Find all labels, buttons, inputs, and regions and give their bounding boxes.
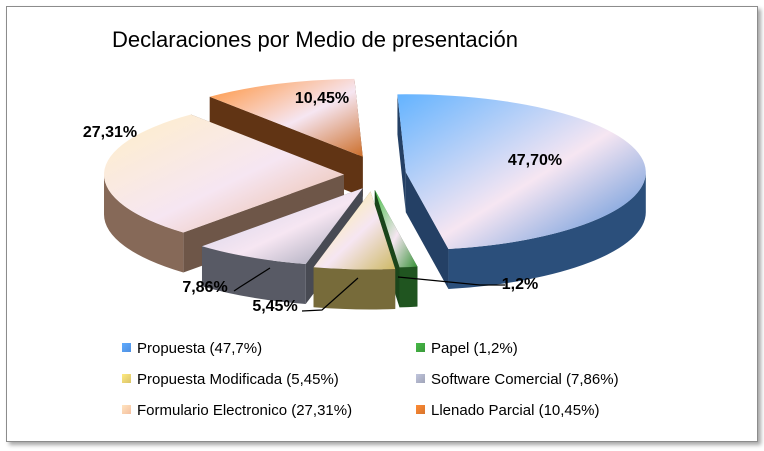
leader-line [233,267,271,292]
legend-swatch [122,405,131,414]
data-label: 7,86% [182,279,227,296]
data-label: 47,70% [508,152,562,169]
legend-label: Llenado Parcial (10,45%) [431,402,600,419]
legend-swatch [122,343,131,352]
leader-line [397,276,505,286]
legend-item: Software Comercial (7,86%) [416,371,619,388]
legend-label: Propuesta (47,7%) [137,340,263,357]
legend-label: Propuesta Modificada (5,45%) [137,371,339,388]
legend-label: Papel (1,2%) [431,340,518,357]
legend-item: Propuesta (47,7%) [122,340,262,357]
data-label: 1,2% [502,276,538,293]
pie-slice [397,94,646,290]
data-label: 5,45% [252,298,297,315]
chart-title: Declaraciones por Medio de presentación [112,27,519,52]
legend-swatch [416,343,425,352]
legend-item: Propuesta Modificada (5,45%) [122,371,339,388]
legend-label: Software Comercial (7,86%) [431,371,619,388]
legend-item: Llenado Parcial (10,45%) [416,402,599,419]
legend-label: Formulario Electronico (27,31%) [137,402,353,419]
data-label: 27,31% [83,124,137,141]
legend-item: Papel (1,2%) [416,340,518,357]
legend-swatch [122,374,131,383]
legend-swatch [416,405,425,414]
leader-line [301,277,359,312]
legend-item: Formulario Electronico (27,31%) [122,402,352,419]
legend-swatch [416,374,425,383]
data-label: 10,45% [295,90,349,107]
